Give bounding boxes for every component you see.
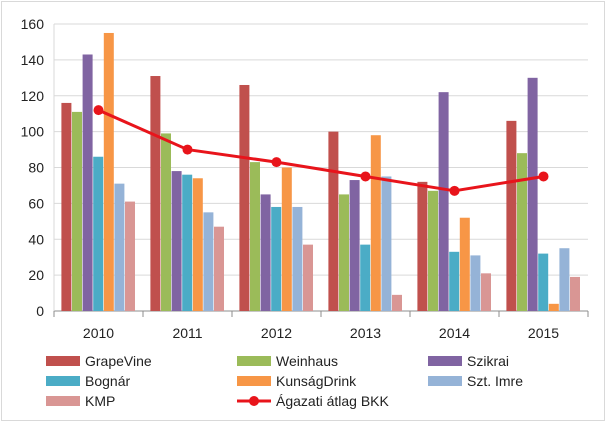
bar-szikrai-2015 xyxy=(527,77,538,311)
gridlines xyxy=(54,23,588,276)
bar-szikrai-2011 xyxy=(171,171,182,311)
bar-kmp-2014 xyxy=(481,273,491,311)
bar-kuns-gdrink-2010 xyxy=(103,32,114,311)
legend-label: Szikrai xyxy=(467,353,509,369)
average-point-2011 xyxy=(182,144,193,155)
x-tick-label: 2013 xyxy=(350,325,381,341)
bar-bogn-r-2010 xyxy=(93,156,104,311)
bar-kmp-2013 xyxy=(392,294,402,311)
legend-label: Bognár xyxy=(85,373,130,389)
y-tick-label: 120 xyxy=(21,88,45,104)
bar-szt-imre-2015 xyxy=(559,248,570,311)
legend: GrapeVine Weinhaus Szikrai Bognár KunságDrin… xyxy=(46,353,523,409)
bar-szt-imre-2011 xyxy=(203,212,214,311)
x-tick-label: 2012 xyxy=(261,325,292,341)
bar-grapevine-2010 xyxy=(61,102,72,311)
average-point-2010 xyxy=(93,105,104,116)
legend-label: Szt. Imre xyxy=(467,373,523,389)
y-tick-label: 100 xyxy=(21,124,45,140)
y-tick-label: 160 xyxy=(21,16,45,32)
y-tick-label: 140 xyxy=(21,52,45,68)
bar-kuns-gdrink-2015 xyxy=(548,303,559,311)
bars xyxy=(61,32,580,312)
bar-szt-imre-2010 xyxy=(114,183,125,311)
bar-szikrai-2012 xyxy=(260,194,271,311)
legend-swatch xyxy=(46,376,80,386)
bar-bogn-r-2015 xyxy=(538,253,549,311)
bar-weinhaus-2014 xyxy=(428,190,438,311)
bar-szikrai-2013 xyxy=(349,180,360,311)
average-point-2014 xyxy=(449,185,460,196)
y-tick-label: 80 xyxy=(28,160,44,176)
x-tick-label: 2011 xyxy=(172,325,202,341)
legend-label: Weinhaus xyxy=(276,353,338,369)
bar-weinhaus-2012 xyxy=(250,162,260,311)
legend-swatch xyxy=(428,376,462,386)
x-tick-label: 2010 xyxy=(83,325,114,341)
y-tick-label: 0 xyxy=(36,303,44,319)
bar-grapevine-2011 xyxy=(150,76,161,311)
legend-marker xyxy=(249,396,259,406)
bar-grapevine-2015 xyxy=(506,120,517,311)
bar-kmp-2015 xyxy=(570,276,580,311)
bar-kmp-2010 xyxy=(125,201,135,311)
bar-weinhaus-2015 xyxy=(517,153,527,311)
bar-bogn-r-2013 xyxy=(360,244,371,311)
bar-kuns-gdrink-2011 xyxy=(192,178,203,311)
legend-swatch xyxy=(237,376,271,386)
average-point-2012 xyxy=(271,157,282,168)
bar-grapevine-2014 xyxy=(417,181,428,311)
legend-swatch xyxy=(46,356,80,366)
legend-swatch xyxy=(237,356,271,366)
bar-bogn-r-2012 xyxy=(271,206,282,311)
average-point-2015 xyxy=(538,171,549,182)
x-tick-label: 2014 xyxy=(439,325,470,341)
bar-grapevine-2013 xyxy=(328,131,339,311)
bar-szikrai-2010 xyxy=(82,54,93,312)
bar-szt-imre-2012 xyxy=(292,206,303,311)
bar-weinhaus-2013 xyxy=(339,194,349,311)
average-point-2013 xyxy=(360,171,371,182)
legend-swatch xyxy=(46,396,80,406)
legend-label: KMP xyxy=(85,393,115,409)
bar-kuns-gdrink-2013 xyxy=(370,135,381,311)
legend-label: Ágazati átlag BKK xyxy=(276,393,390,409)
x-tick-label: 2015 xyxy=(528,325,559,341)
average-line-path xyxy=(97,108,544,193)
legend-swatch xyxy=(428,356,462,366)
bar-weinhaus-2011 xyxy=(161,133,171,311)
bar-bogn-r-2014 xyxy=(449,251,460,311)
average-line xyxy=(93,105,549,196)
bar-szikrai-2014 xyxy=(438,92,449,311)
axes: 0 20 40 60 80 100 120 140 160 2010 2011 2012 2013 201… xyxy=(21,16,589,341)
bar-grapevine-2012 xyxy=(239,84,250,311)
bar-bogn-r-2011 xyxy=(182,174,193,311)
legend-label: GrapeVine xyxy=(85,353,152,369)
bar-kmp-2011 xyxy=(214,226,224,311)
y-tick-label: 20 xyxy=(28,267,44,283)
bar-kuns-gdrink-2014 xyxy=(459,217,470,311)
y-tick-label: 40 xyxy=(28,231,44,247)
bar-weinhaus-2010 xyxy=(72,111,82,311)
bar-kuns-gdrink-2012 xyxy=(281,167,292,311)
legend-label: KunságDrink xyxy=(276,373,357,389)
bar-kmp-2012 xyxy=(303,244,313,311)
bar-szt-imre-2014 xyxy=(470,255,481,311)
bar-szt-imre-2013 xyxy=(381,176,392,311)
y-tick-label: 60 xyxy=(28,195,44,211)
